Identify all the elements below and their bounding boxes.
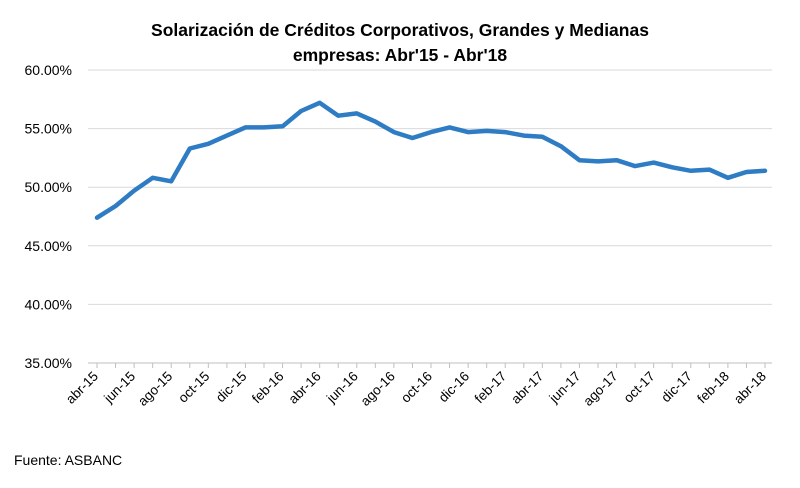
y-axis: 35.00% 40.00% 45.00% 50.00% 55.00% 60.00% xyxy=(25,62,72,371)
y-tick-label: 35.00% xyxy=(25,355,72,371)
y-tick-label: 60.00% xyxy=(25,62,72,78)
x-tick-label: dic-15 xyxy=(213,369,250,406)
x-tick-label: abr-17 xyxy=(508,369,546,407)
x-tick-label: dic-16 xyxy=(436,369,473,406)
source-note: Fuente: ASBANC xyxy=(14,452,123,468)
series-group xyxy=(94,100,768,220)
y-tick-label: 55.00% xyxy=(25,121,72,137)
x-tick-label: jun-15 xyxy=(100,369,138,407)
x-tick-label: oct-16 xyxy=(398,369,435,406)
chart-title-line-2: empresas: Abr'15 - Abr'18 xyxy=(292,45,508,65)
x-tick-label: abr-18 xyxy=(731,369,769,407)
y-tick-label: 40.00% xyxy=(25,296,72,312)
chart-title-line-1: Solarización de Créditos Corporativos, G… xyxy=(151,20,649,40)
x-tick-label: ago-16 xyxy=(358,369,398,409)
chart-title: Solarización de Créditos Corporativos, G… xyxy=(0,18,800,68)
x-tick-label: abr-15 xyxy=(63,369,101,407)
x-tick-label: ago-15 xyxy=(135,369,175,409)
x-tick-label: jun-17 xyxy=(546,369,584,407)
x-tick-label: oct-17 xyxy=(621,369,658,406)
x-tick-label: feb-18 xyxy=(694,369,732,407)
x-tick-label: abr-16 xyxy=(286,369,324,407)
series-line xyxy=(94,100,768,220)
y-tick-label: 50.00% xyxy=(25,179,72,195)
x-tick-label: feb-17 xyxy=(472,369,510,407)
x-tick-label: dic-17 xyxy=(658,369,695,406)
gridlines xyxy=(88,69,772,364)
x-tick-label: jun-16 xyxy=(323,369,361,407)
x-tick-label: oct-15 xyxy=(175,369,212,406)
x-tick-label: ago-17 xyxy=(580,369,620,409)
x-tick-label: feb-16 xyxy=(249,369,287,407)
y-tick-label: 45.00% xyxy=(25,238,72,254)
